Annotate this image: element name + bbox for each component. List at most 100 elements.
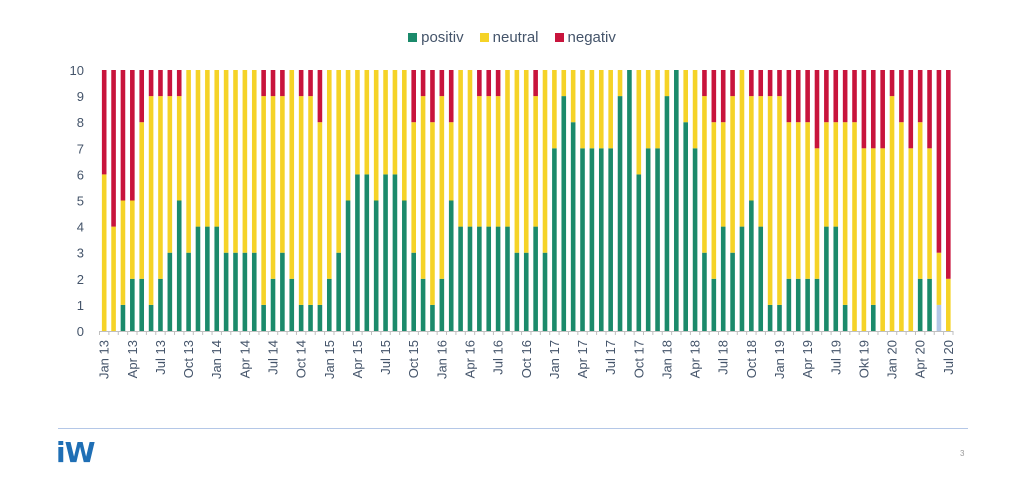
bar-positiv-dec-14 (317, 304, 323, 331)
bar-neutral-may-15 (364, 70, 370, 175)
bar-positiv-mar-15 (345, 200, 351, 331)
bar-neutral-jun-16 (486, 96, 492, 227)
bar-neutral-jan-19 (777, 96, 782, 305)
bar-neutral-jun-17 (598, 70, 604, 149)
bar-positiv-oct-16 (523, 252, 529, 331)
x-tick-label: Jan 16 (434, 340, 449, 379)
bar-positiv-jan-18 (664, 96, 670, 331)
bar-negativ-feb-19 (786, 70, 792, 123)
bar-neutral-feb-14 (223, 70, 229, 253)
bar-neutral-jun-13 (148, 96, 154, 305)
bar-positiv-jul-14 (270, 278, 276, 331)
y-tick-label: 1 (77, 298, 84, 313)
bar-positiv-aug-19 (842, 304, 848, 331)
x-tick-label: Jul 16 (491, 340, 506, 375)
y-tick-label: 0 (77, 324, 84, 339)
x-tick-label: Apr 17 (575, 340, 590, 378)
bar-positiv-sep-17 (627, 70, 632, 331)
bar-neutral-nov-19 (870, 148, 876, 305)
bar-positiv-aug-14 (280, 252, 285, 331)
bar-neutral-jul-13 (158, 96, 163, 279)
bar-positiv-feb-16 (448, 200, 454, 331)
bar-positiv-jan-15 (326, 278, 332, 331)
bar-neutral-dec-14 (317, 122, 323, 305)
bar-neutral-feb-19 (786, 122, 792, 279)
bar-positiv-jan-14 (214, 226, 220, 331)
bar-negativ-may-18 (702, 70, 707, 97)
bar-neutral-jul-16 (495, 96, 501, 227)
x-tick-label: Oct 17 (631, 340, 646, 378)
bar-negativ-feb-20 (899, 70, 904, 123)
bar-positiv-jun-16 (486, 226, 492, 331)
bar-positiv-nov-18 (758, 226, 764, 331)
y-tick-label: 10 (70, 63, 84, 78)
bar-neutral-okt-19 (861, 148, 867, 331)
bar-negativ-aug-13 (167, 70, 173, 97)
bar-positiv-feb-18 (674, 70, 679, 331)
bar-neutral-sep-13 (176, 96, 182, 201)
bar-positiv-apr-17 (580, 148, 585, 331)
bar-neutral-jan-20 (889, 96, 895, 331)
bar-neutral-apr-13 (130, 200, 135, 279)
x-tick-label: Oct 14 (294, 340, 309, 378)
bar-neutral-mar-15 (345, 70, 351, 201)
bar-positiv-dec-16 (542, 252, 548, 331)
bar-neutral-feb-13 (111, 226, 116, 331)
chart-legend: positiv neutral negativ (0, 29, 1024, 46)
bar-negativ-may-19 (814, 70, 820, 149)
bar-neutral-nov-17 (645, 70, 651, 149)
bar-negativ-jun-20 (936, 70, 942, 253)
bar-neutral-nov-18 (758, 96, 764, 227)
bar-positiv-dec-13 (205, 226, 210, 331)
bar-neutral-mar-18 (683, 70, 688, 123)
bar-negativ-may-16 (477, 70, 482, 97)
bar-negativ-apr-13 (130, 70, 135, 201)
bar-neutral-oct-16 (523, 70, 529, 253)
bar-neutral-oct-18 (749, 96, 754, 201)
x-tick-label: Jul 18 (716, 340, 731, 375)
bar-positiv-oct-17 (636, 174, 642, 331)
bar-positiv-aug-15 (392, 174, 398, 331)
bar-neutral-jul-19 (833, 122, 839, 227)
bar-positiv-aug-13 (167, 252, 173, 331)
bar-neutral-mar-19 (795, 122, 801, 279)
bar-neutral-dec-16 (542, 70, 548, 253)
bar-negativ-feb-13 (111, 70, 116, 227)
bar-positiv-sep-13 (176, 200, 182, 331)
bar-positiv-apr-18 (692, 148, 698, 331)
bar-neutral-may-14 (251, 70, 257, 253)
bar-neutral-jan-16 (439, 96, 445, 279)
legend-item-positiv: positiv (408, 29, 464, 46)
bar-neutral-jan-13 (101, 174, 107, 331)
bar-positiv-jun-15 (373, 200, 379, 331)
bar-neutral-aug-14 (280, 96, 285, 253)
bar-positiv-sep-15 (402, 200, 407, 331)
x-tick-label: Jul 19 (828, 340, 843, 375)
bar-neutral-apr-15 (355, 70, 360, 175)
x-tick-label: Jan 14 (209, 340, 224, 379)
bar-neutral-mar-14 (233, 70, 238, 253)
bar-negativ-jul-16 (495, 70, 501, 97)
bar-neutral-nov-15 (420, 96, 426, 279)
bar-neutral-oct-15 (411, 122, 416, 253)
bar-positiv-mar-18 (683, 122, 688, 331)
bar-negativ-oct-18 (749, 70, 754, 97)
bar-positiv-nov-14 (308, 304, 313, 331)
bar-positiv-dec-17 (655, 148, 660, 331)
bar-positiv-dec-18 (767, 304, 773, 331)
bar-negativ-nov-14 (308, 70, 313, 97)
bar-negativ-nov-18 (758, 70, 764, 97)
bar-positiv-aug-18 (730, 252, 735, 331)
bar-negativ-feb-16 (448, 70, 454, 123)
bar-negativ-mar-19 (795, 70, 801, 123)
x-axis: Jan 13 Apr 13 Jul 13 Oct 13 Jan 14 Apr 14 Jul … (97, 331, 956, 379)
bar-negativ-apr-19 (805, 70, 810, 123)
legend-item-neutral: neutral (479, 29, 539, 46)
page-number: 3 (960, 449, 965, 458)
bar-neutral-may-19 (814, 148, 820, 279)
bar-neutral-may-13 (139, 122, 145, 279)
x-tick-label: Jan 19 (772, 340, 787, 379)
bar-neutral-sep-16 (514, 70, 520, 253)
bar-negativ-jan-20 (889, 70, 895, 97)
bar-positiv-may-19 (814, 278, 820, 331)
